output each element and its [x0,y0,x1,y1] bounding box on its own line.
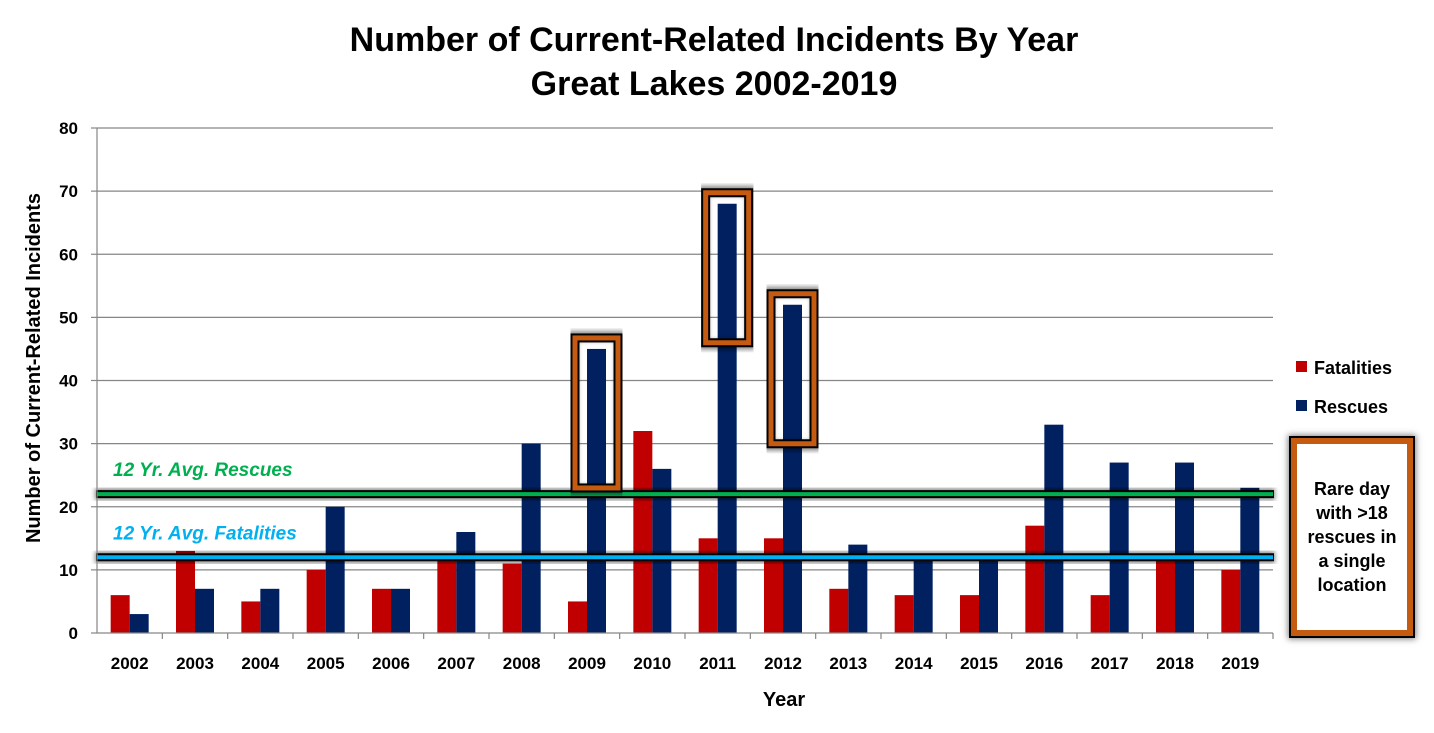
y-tick-label-40: 40 [59,372,78,391]
x-axis-label: Year [763,689,805,711]
annotation-box: Rare day with >18 rescues in a single lo… [1291,438,1413,636]
ref-line-label-12-yr-avg-rescues: 12 Yr. Avg. Rescues [113,460,293,481]
bar-rescues-2010 [652,468,672,633]
bar-rescues-2007 [456,532,476,633]
y-tick-label-50: 50 [59,308,78,327]
bar-fatalities-2016 [1025,525,1045,633]
bar-fatalities-2018 [1156,557,1175,633]
x-tick-label-2013: 2013 [829,654,867,673]
y-tick-label-0: 0 [69,624,78,643]
bar-rescues-2011 [717,203,737,633]
highlight-box-2011 [703,190,752,346]
x-tick-label-2006: 2006 [372,654,410,673]
x-tick-label-2009: 2009 [568,654,606,673]
bar-rescues-2018 [1175,462,1194,633]
bar-fatalities-2006 [372,588,391,633]
bar-rescues-2005 [325,506,345,633]
bar-rescues-2014 [913,557,933,633]
bar-rescues-2006 [391,588,410,633]
y-tick-label-20: 20 [59,498,78,517]
y-tick-label-30: 30 [59,435,78,454]
highlight-box-2012 [768,291,817,447]
x-tick-label-2015: 2015 [960,654,998,673]
gridlines [97,127,1273,571]
bar-fatalities-2019 [1221,569,1241,633]
bar-fatalities-2004 [241,601,261,633]
reference-lines: 12 Yr. Avg. Rescues 12 Yr. Avg. Fatalitie… [95,460,1275,564]
bar-fatalities-2003 [176,550,195,633]
bar-rescues-2013 [848,544,868,633]
bars [110,203,1260,633]
bar-fatalities-2005 [306,569,326,633]
bar-rescues-2015 [979,557,998,633]
legend: Fatalities Rescues [1296,358,1392,417]
bar-fatalities-2013 [829,588,849,633]
highlight-box-2009 [572,335,621,491]
ref-line-12-yr-avg-fatalities [97,555,1273,560]
chart-title-line-2: Great Lakes 2002-2019 [530,65,898,103]
x-tick-label-2002: 2002 [111,654,149,673]
chart-title-line-1: Number of Current-Related Incidents By Y… [349,21,1079,59]
bar-rescues-2012 [783,304,802,633]
x-tick-label-2017: 2017 [1091,654,1129,673]
x-tick-label-2005: 2005 [307,654,345,673]
y-tick-label-60: 60 [59,245,78,264]
x-tick-label-2008: 2008 [503,654,541,673]
bar-rescues-2003 [195,588,214,633]
y-tick-label-70: 70 [59,182,78,201]
ref-line-12-yr-avg-rescues [97,492,1273,497]
bar-rescues-2016 [1044,424,1064,633]
bar-fatalities-2002 [110,595,130,633]
bar-fatalities-2007 [437,557,457,633]
x-tick-label-2003: 2003 [176,654,214,673]
legend-swatch-fatalities [1296,361,1307,372]
y-axis-label: Number of Current-Related Incidents [23,193,45,543]
bar-fatalities-2009 [568,601,587,633]
axes: 0 10 20 30 40 50 60 70 80 2002 2003 2004 2005 2006 200… [59,119,1274,673]
x-tick-label-2012: 2012 [764,654,802,673]
bar-rescues-2002 [129,614,149,633]
ref-line-label-12-yr-avg-fatalities: 12 Yr. Avg. Fatalities [113,523,297,544]
bar-fatalities-2008 [502,563,522,633]
x-tick-label-2018: 2018 [1156,654,1194,673]
bar-rescues-2017 [1109,462,1129,633]
y-tick-label-10: 10 [59,561,78,580]
x-tick-label-2011: 2011 [699,654,736,673]
annotation-text: Rare day with >18 rescues in a single lo… [1307,479,1397,595]
x-tick-label-2007: 2007 [437,654,475,673]
chart-title: Number of Current-Related Incidents By Y… [0,18,1428,106]
legend-label-rescues: Rescues [1314,397,1388,417]
x-tick-label-2004: 2004 [241,654,279,673]
y-tick-label-80: 80 [59,119,78,138]
x-tick-label-2010: 2010 [633,654,671,673]
highlight-boxes [568,185,821,495]
legend-label-fatalities: Fatalities [1314,358,1392,378]
bar-fatalities-2017 [1090,595,1110,633]
bar-rescues-2008 [521,443,541,633]
bar-fatalities-2010 [633,431,653,633]
x-tick-label-2014: 2014 [895,654,933,673]
x-tick-label-2019: 2019 [1221,654,1259,673]
bar-fatalities-2014 [894,595,914,633]
bar-fatalities-2015 [960,595,979,633]
legend-swatch-rescues [1296,400,1307,411]
x-tick-label-2016: 2016 [1025,654,1063,673]
bar-rescues-2004 [260,588,280,633]
